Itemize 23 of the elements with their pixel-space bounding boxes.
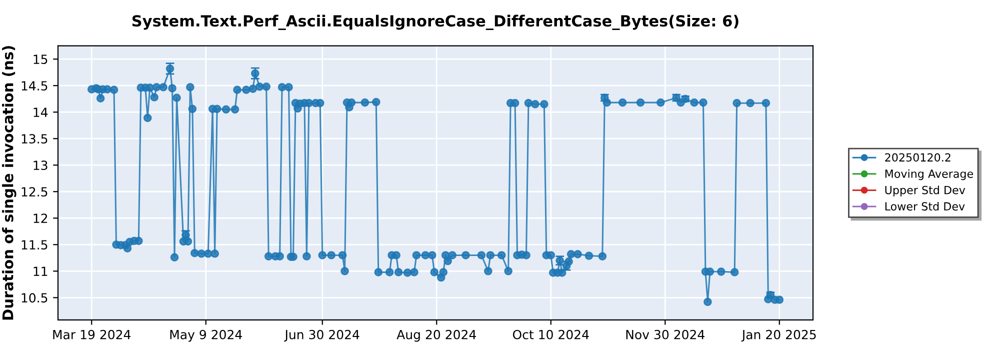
legend-label: Upper Std Dev — [885, 186, 966, 196]
y-tick-label: 12 — [34, 214, 48, 223]
x-tick-label: May 9 2024 — [170, 330, 242, 342]
y-tick-label: 14.5 — [22, 81, 48, 91]
x-tick-label: Nov 30 2024 — [626, 330, 704, 340]
chart-title: System.Text.Perf_Ascii.EqualsIgnoreCase_DifferentCase_Bytes(Size: 6) — [132, 14, 738, 30]
legend-label: Moving Average — [885, 169, 974, 180]
y-tick-label: 11 — [34, 266, 48, 276]
y-tick-label: 14 — [34, 108, 48, 117]
x-tick-label: Aug 20 2024 — [396, 330, 476, 342]
y-tick-label: 13.5 — [22, 134, 48, 144]
x-tick-label: Jun 30 2024 — [284, 330, 360, 342]
legend-label: Lower Std Dev — [885, 202, 965, 211]
y-tick-label: 11.5 — [22, 240, 48, 250]
y-tick-label: 10.5 — [22, 293, 48, 303]
y-tick-label: 13 — [34, 160, 48, 170]
y-tick-label: 15 — [34, 54, 48, 64]
legend-label: 20250120.2 — [885, 153, 950, 162]
x-tick-label: Mar 19 2024 — [53, 330, 131, 340]
y-tick-label: 12.5 — [22, 187, 48, 197]
y-axis-title: Duration of single invocation (ns) — [2, 46, 16, 320]
x-tick-label: Jan 20 2025 — [741, 330, 816, 342]
x-tick-label: Oct 10 2024 — [512, 330, 589, 340]
